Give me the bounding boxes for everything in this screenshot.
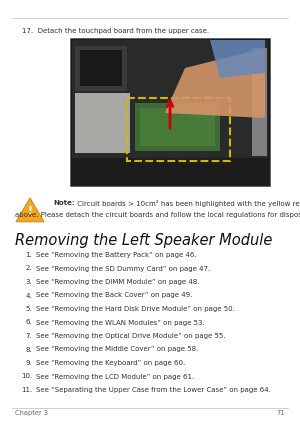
Text: Circuit boards > 10cm² has been highlighted with the yellow rectangle as shown i: Circuit boards > 10cm² has been highligh… — [75, 200, 300, 207]
Text: See “Removing the LCD Module” on page 61.: See “Removing the LCD Module” on page 61… — [36, 374, 194, 379]
Text: 71: 71 — [277, 410, 285, 416]
FancyBboxPatch shape — [75, 93, 130, 153]
Polygon shape — [210, 40, 265, 78]
FancyBboxPatch shape — [140, 108, 215, 146]
Text: 4.: 4. — [26, 293, 32, 298]
Text: 7.: 7. — [25, 333, 32, 339]
Text: Note:: Note: — [53, 200, 75, 206]
Text: 10.: 10. — [21, 374, 32, 379]
Text: See “Removing the Keyboard” on page 60.: See “Removing the Keyboard” on page 60. — [36, 360, 185, 366]
Text: 1.: 1. — [25, 252, 32, 258]
Text: Removing the Left Speaker Module: Removing the Left Speaker Module — [15, 233, 272, 248]
Text: above. Please detach the circuit boards and follow the local regulations for dis: above. Please detach the circuit boards … — [15, 212, 300, 218]
Text: 2.: 2. — [26, 265, 32, 271]
Text: See “Removing the WLAN Modules” on page 53.: See “Removing the WLAN Modules” on page … — [36, 320, 205, 326]
Text: See “Separating the Upper Case from the Lower Case” on page 64.: See “Separating the Upper Case from the … — [36, 387, 271, 393]
FancyBboxPatch shape — [252, 48, 267, 156]
Text: See “Removing the Hard Disk Drive Module” on page 50.: See “Removing the Hard Disk Drive Module… — [36, 306, 235, 312]
FancyBboxPatch shape — [72, 40, 268, 158]
Text: See “Removing the DIMM Module” on page 48.: See “Removing the DIMM Module” on page 4… — [36, 279, 200, 285]
Text: See “Removing the Optical Drive Module” on page 55.: See “Removing the Optical Drive Module” … — [36, 333, 226, 339]
Text: 6.: 6. — [25, 320, 32, 326]
FancyBboxPatch shape — [70, 38, 270, 186]
Text: 9.: 9. — [25, 360, 32, 366]
Polygon shape — [165, 48, 265, 118]
Text: !: ! — [27, 206, 33, 216]
FancyBboxPatch shape — [80, 50, 122, 86]
FancyBboxPatch shape — [135, 103, 220, 151]
Text: 11.: 11. — [21, 387, 32, 393]
Text: 5.: 5. — [26, 306, 32, 312]
Text: 8.: 8. — [25, 346, 32, 352]
Text: See “Removing the SD Dummy Card” on page 47.: See “Removing the SD Dummy Card” on page… — [36, 265, 210, 271]
Text: Chapter 3: Chapter 3 — [15, 410, 48, 416]
Text: See “Removing the Battery Pack” on page 46.: See “Removing the Battery Pack” on page … — [36, 252, 196, 258]
Polygon shape — [16, 198, 44, 222]
Text: See “Removing the Back Cover” on page 49.: See “Removing the Back Cover” on page 49… — [36, 293, 192, 298]
Text: 3.: 3. — [25, 279, 32, 285]
Text: 17.  Detach the touchpad board from the upper case.: 17. Detach the touchpad board from the u… — [22, 28, 209, 34]
FancyBboxPatch shape — [75, 46, 127, 91]
Text: See “Removing the Middle Cover” on page 58.: See “Removing the Middle Cover” on page … — [36, 346, 198, 352]
